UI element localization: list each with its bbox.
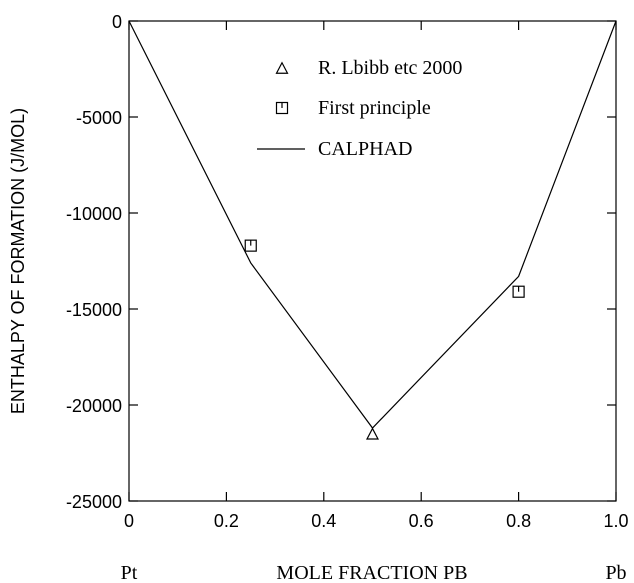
legend-entry-label: First principle bbox=[318, 97, 431, 119]
legend-entry-label: CALPHAD bbox=[318, 138, 412, 160]
y-tick-label: -10000 bbox=[66, 204, 122, 224]
y-tick-label: -15000 bbox=[66, 300, 122, 320]
x-tick-label: 0.8 bbox=[506, 511, 531, 531]
legend-triangle-marker bbox=[275, 61, 289, 74]
legend: R. Lbibb etc 2000 First principle CALPHAD bbox=[257, 57, 462, 160]
x-end-label-left: Pt bbox=[121, 562, 138, 583]
x-tick-label: 1.0 bbox=[603, 511, 628, 531]
calphad-line bbox=[128, 20, 617, 429]
y-tick-label: -20000 bbox=[66, 396, 122, 416]
x-tick-label: 0 bbox=[124, 511, 134, 531]
x-axis-label: MOLE FRACTION PB bbox=[276, 562, 467, 583]
x-tick-label: 0.2 bbox=[214, 511, 239, 531]
y-axis-label: ENTHALPY OF FORMATION (J/MOL) bbox=[8, 108, 28, 414]
plot-frame bbox=[128, 20, 617, 502]
x-tick-label: 0.4 bbox=[311, 511, 336, 531]
x-end-label-right: Pb bbox=[605, 562, 626, 583]
series-layer bbox=[128, 20, 617, 440]
x-tick-label: 0.6 bbox=[409, 511, 434, 531]
y-tick-label: -25000 bbox=[66, 492, 122, 512]
x-axis-ticks: 0 0.2 0.4 0.6 0.8 1.0 bbox=[124, 21, 629, 531]
lbibb-point bbox=[366, 427, 379, 440]
legend-entry-label: R. Lbibb etc 2000 bbox=[318, 57, 462, 79]
y-tick-label: 0 bbox=[112, 12, 122, 32]
y-axis-ticks: 0 -5000 -10000 -15000 -20000 -25000 bbox=[66, 12, 616, 512]
y-tick-label: -5000 bbox=[76, 108, 122, 128]
